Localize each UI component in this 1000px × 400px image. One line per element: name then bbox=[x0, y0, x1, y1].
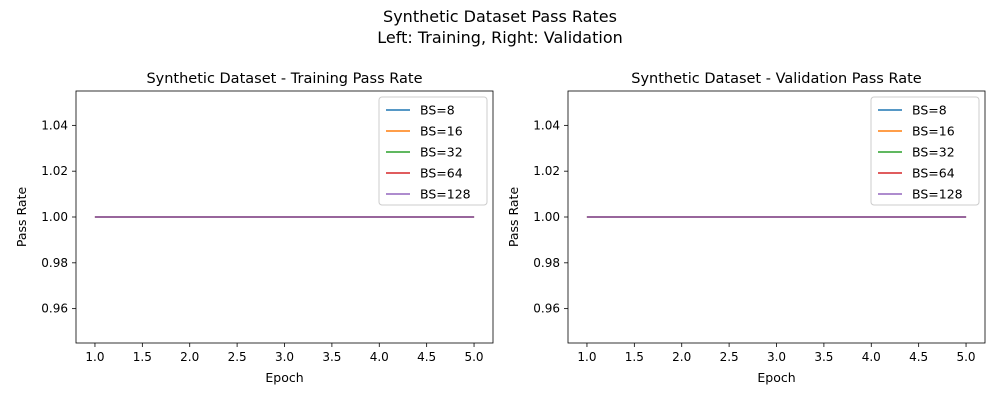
x-tick-label: 2.0 bbox=[180, 350, 199, 364]
legend: BS=8 BS=16 BS=32 BS=64 BS=128 bbox=[870, 96, 980, 206]
y-axis-label: Pass Rate bbox=[14, 187, 29, 248]
x-tick-label: 3.0 bbox=[275, 350, 294, 364]
y-tick-label: 0.96 bbox=[533, 302, 560, 316]
x-tick-label: 4.5 bbox=[417, 350, 436, 364]
x-tick-label: 4.0 bbox=[370, 350, 389, 364]
legend-label: BS=64 bbox=[912, 166, 955, 181]
legend-label: BS=128 bbox=[912, 187, 963, 202]
legend-label: BS=64 bbox=[420, 166, 463, 181]
x-tick-label: 4.5 bbox=[909, 350, 928, 364]
x-tick-label: 4.0 bbox=[862, 350, 881, 364]
y-tick-label: 1.00 bbox=[533, 210, 560, 224]
x-tick-label: 5.0 bbox=[956, 350, 975, 364]
x-tick-label: 3.5 bbox=[814, 350, 833, 364]
legend-label: BS=128 bbox=[420, 187, 471, 202]
legend-label: BS=8 bbox=[420, 103, 455, 118]
y-tick-label: 0.98 bbox=[41, 256, 68, 270]
x-tick-label: 2.0 bbox=[672, 350, 691, 364]
x-tick-label: 1.5 bbox=[625, 350, 644, 364]
figure-suptitle-line2: Left: Training, Right: Validation bbox=[377, 28, 623, 47]
legend-label: BS=16 bbox=[420, 124, 463, 139]
chart-title: Synthetic Dataset - Training Pass Rate bbox=[146, 71, 422, 87]
figure-suptitle-line1: Synthetic Dataset Pass Rates bbox=[383, 7, 617, 26]
x-axis-label: Epoch bbox=[757, 370, 795, 385]
x-axis-label: Epoch bbox=[265, 370, 303, 385]
y-tick-label: 0.96 bbox=[41, 302, 68, 316]
legend-label: BS=8 bbox=[912, 103, 947, 118]
y-axis-label: Pass Rate bbox=[506, 187, 521, 248]
legend-label: BS=32 bbox=[912, 145, 955, 160]
legend-label: BS=32 bbox=[420, 145, 463, 160]
x-tick-label: 2.5 bbox=[228, 350, 247, 364]
legend: BS=8 BS=16 BS=32 BS=64 BS=128 bbox=[378, 96, 488, 206]
x-tick-label: 5.0 bbox=[464, 350, 483, 364]
x-tick-label: 2.5 bbox=[720, 350, 739, 364]
legend-label: BS=16 bbox=[912, 124, 955, 139]
x-tick-label: 3.5 bbox=[322, 350, 341, 364]
y-tick-label: 1.02 bbox=[41, 164, 68, 178]
chart-title: Synthetic Dataset - Validation Pass Rate bbox=[631, 71, 922, 87]
training-panel: Synthetic Dataset - Training Pass Rate 1.… bbox=[14, 71, 494, 385]
x-tick-label: 3.0 bbox=[767, 350, 786, 364]
legend-box bbox=[870, 96, 980, 206]
x-tick-label: 1.0 bbox=[577, 350, 596, 364]
x-tick-label: 1.5 bbox=[133, 350, 152, 364]
validation-panel: Synthetic Dataset - Validation Pass Rate… bbox=[506, 71, 986, 385]
y-tick-label: 1.04 bbox=[533, 118, 560, 132]
y-tick-label: 1.00 bbox=[41, 210, 68, 224]
legend-box bbox=[378, 96, 488, 206]
y-tick-label: 0.98 bbox=[533, 256, 560, 270]
y-tick-label: 1.02 bbox=[533, 164, 560, 178]
x-tick-label: 1.0 bbox=[85, 350, 104, 364]
y-tick-label: 1.04 bbox=[41, 118, 68, 132]
